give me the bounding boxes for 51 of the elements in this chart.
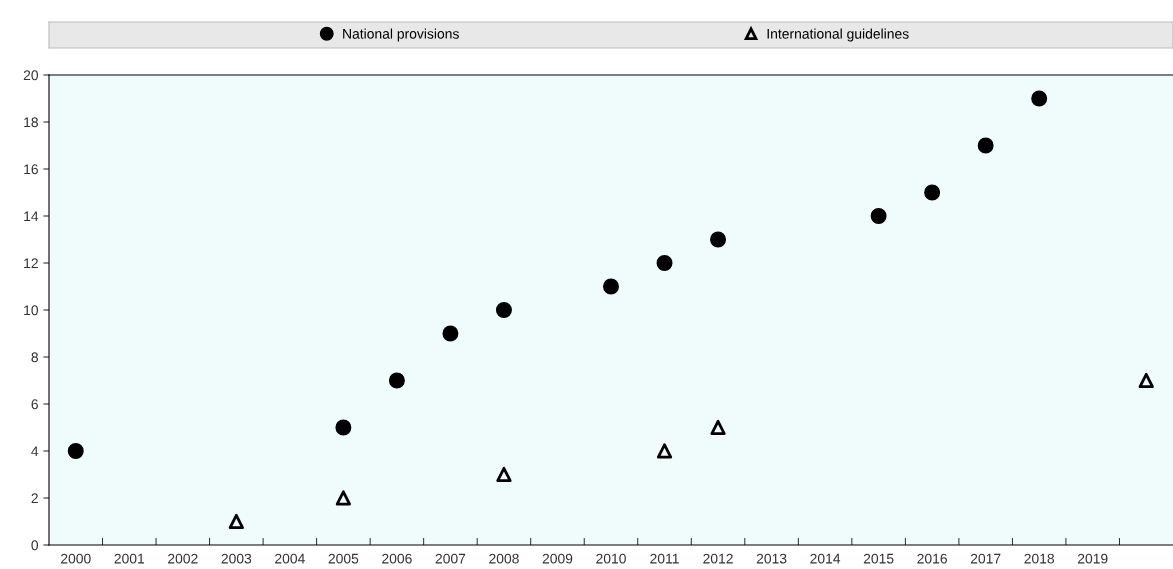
y-tick-label: 12	[24, 258, 38, 269]
x-tick-label: 2010	[596, 553, 626, 564]
x-tick-label: 2018	[1024, 553, 1055, 564]
point	[603, 278, 619, 295]
point	[335, 490, 351, 506]
x-tick-label: 2008	[489, 553, 519, 564]
y-tick-label: 14	[24, 211, 39, 222]
point	[67, 443, 84, 459]
y-tick-label: 6	[31, 399, 38, 410]
y-tick-label: 18	[24, 117, 38, 128]
x-tick-label: 2002	[168, 553, 198, 564]
x-tick-label: 2017	[970, 553, 1001, 564]
point	[710, 231, 727, 248]
x-tick-label: 2004	[275, 553, 305, 564]
x-tick-label: 2000	[61, 553, 91, 564]
point	[335, 419, 352, 436]
point	[496, 466, 512, 483]
point	[388, 372, 405, 389]
x-tick-label: 2015	[863, 553, 894, 564]
point	[924, 184, 941, 201]
x-tick-label: 2019	[1077, 553, 1108, 564]
x-tick-label: 2001	[114, 553, 145, 564]
point	[495, 302, 512, 318]
x-tick-label: 2014	[810, 553, 841, 564]
y-tick-label: 0	[31, 540, 39, 551]
point	[1031, 90, 1048, 107]
y-tick-label: 8	[31, 352, 38, 363]
x-tick-label: 2013	[756, 553, 787, 564]
x-tick-label: 2012	[703, 553, 733, 564]
y-tick-label: 16	[24, 164, 38, 175]
point	[1138, 372, 1154, 389]
point	[656, 255, 673, 271]
point	[710, 419, 726, 436]
y-tick-label: 20	[23, 70, 39, 81]
x-tick-label: 2007	[435, 553, 466, 564]
legend-label: National provisions	[343, 28, 459, 42]
point	[656, 443, 673, 459]
point	[870, 208, 887, 224]
point	[228, 513, 244, 530]
y-tick-label: 2	[31, 493, 38, 504]
x-tick-label: 2009	[542, 553, 573, 564]
point	[442, 325, 459, 342]
x-tick-label: 2011	[650, 553, 679, 564]
x-tick-label: 2003	[221, 553, 252, 564]
x-tick-label: 2005	[328, 553, 359, 564]
y-tick-label: 10	[24, 305, 39, 316]
legend-label: International guidelines	[767, 28, 909, 42]
y-tick-label: 4	[31, 446, 39, 457]
point	[977, 137, 994, 154]
x-tick-label: 2016	[917, 553, 947, 564]
x-tick-label: 2006	[382, 553, 412, 564]
